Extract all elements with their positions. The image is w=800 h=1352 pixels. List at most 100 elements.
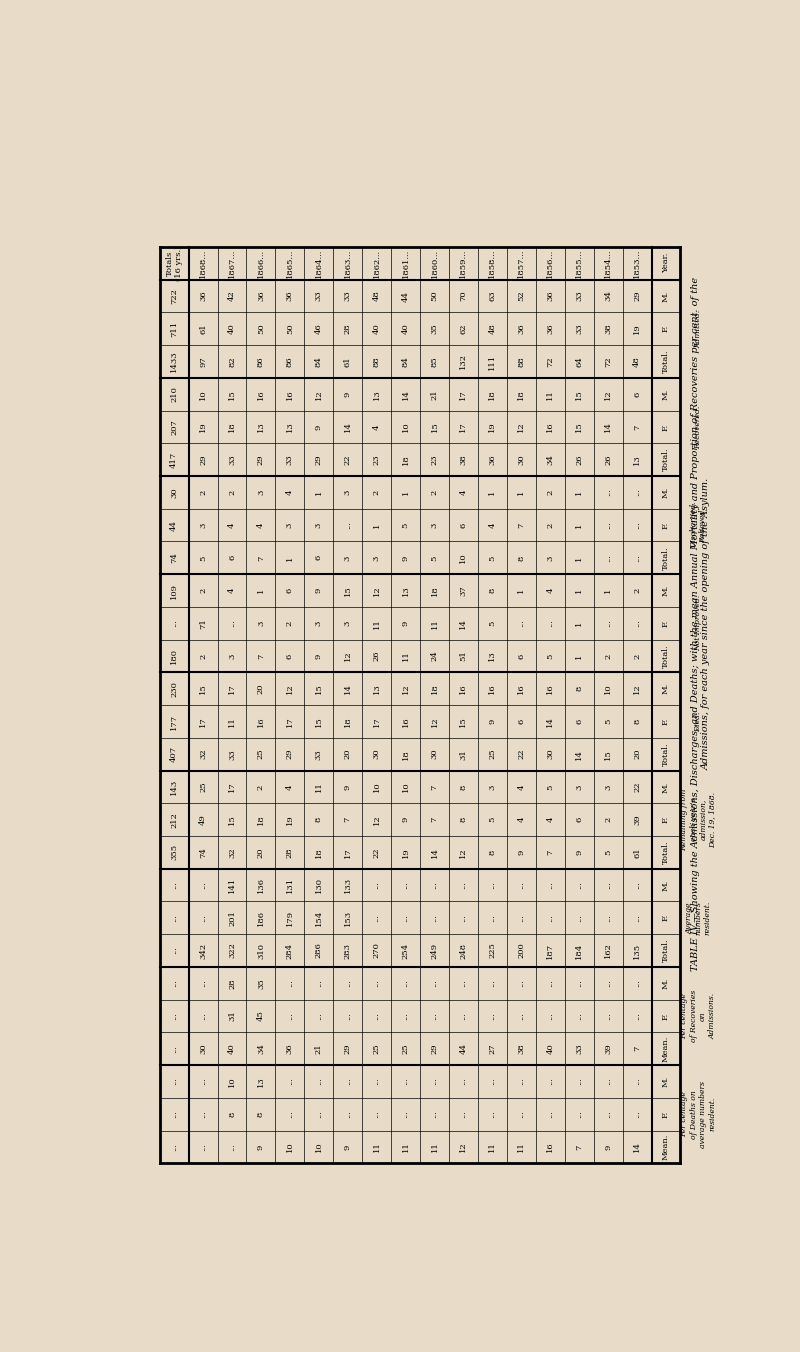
Text: ...: ... bbox=[170, 946, 178, 955]
Text: ...: ... bbox=[575, 979, 583, 987]
Text: 6: 6 bbox=[633, 392, 641, 397]
Text: 46: 46 bbox=[315, 323, 323, 334]
Text: 1433: 1433 bbox=[170, 350, 178, 372]
Text: 1855...: 1855... bbox=[575, 249, 583, 279]
Text: 25: 25 bbox=[257, 749, 265, 760]
Text: ...: ... bbox=[286, 979, 294, 987]
Text: 3: 3 bbox=[257, 621, 265, 626]
Text: Per centage
of Recoveries
on
Admissions.: Per centage of Recoveries on Admissions. bbox=[681, 990, 716, 1042]
Text: 84: 84 bbox=[402, 356, 410, 366]
Text: 44: 44 bbox=[402, 291, 410, 301]
Text: 52: 52 bbox=[518, 291, 526, 301]
Text: ...: ... bbox=[170, 914, 178, 922]
Text: 11: 11 bbox=[315, 781, 323, 792]
Text: 18: 18 bbox=[402, 749, 410, 760]
Text: 1: 1 bbox=[286, 556, 294, 561]
Text: 16: 16 bbox=[257, 717, 265, 727]
Text: 12: 12 bbox=[402, 683, 410, 694]
Text: 722: 722 bbox=[170, 288, 178, 304]
Text: 37: 37 bbox=[459, 585, 467, 596]
Text: ...: ... bbox=[286, 1110, 294, 1118]
Text: 135: 135 bbox=[633, 942, 641, 959]
Text: 230: 230 bbox=[170, 681, 178, 696]
Text: ...: ... bbox=[459, 882, 467, 890]
Text: TABLE IV.—Showing the Admissions, Discharges, and Deaths; with the mean Annual M: TABLE IV.—Showing the Admissions, Discha… bbox=[691, 277, 710, 971]
Text: ...: ... bbox=[373, 914, 381, 922]
Text: 3: 3 bbox=[546, 556, 554, 561]
Text: 20: 20 bbox=[257, 684, 265, 694]
Text: 36: 36 bbox=[199, 291, 207, 301]
Text: 38: 38 bbox=[518, 1044, 526, 1055]
Text: ...: ... bbox=[459, 979, 467, 987]
Text: 7: 7 bbox=[575, 1144, 583, 1149]
Text: 36: 36 bbox=[286, 1044, 294, 1055]
Text: 10: 10 bbox=[286, 1141, 294, 1152]
Text: ...: ... bbox=[604, 554, 612, 562]
Text: 11: 11 bbox=[430, 618, 438, 629]
Text: 19: 19 bbox=[489, 422, 497, 433]
Text: ...: ... bbox=[430, 1110, 438, 1118]
Text: ...: ... bbox=[604, 882, 612, 890]
Text: 5: 5 bbox=[546, 784, 554, 790]
Text: 86: 86 bbox=[286, 356, 294, 366]
Text: ...: ... bbox=[518, 914, 526, 922]
Text: 143: 143 bbox=[170, 779, 178, 795]
Text: 10: 10 bbox=[604, 683, 612, 694]
Text: 48: 48 bbox=[489, 323, 497, 334]
Text: 10: 10 bbox=[199, 389, 207, 399]
Text: M.: M. bbox=[662, 1076, 670, 1087]
Text: 4: 4 bbox=[518, 817, 526, 822]
Text: 12: 12 bbox=[373, 814, 381, 825]
Text: 17: 17 bbox=[286, 717, 294, 727]
Text: Recovered.: Recovered. bbox=[694, 406, 702, 449]
Text: 13: 13 bbox=[257, 1076, 265, 1087]
Text: ...: ... bbox=[633, 554, 641, 562]
Text: 3: 3 bbox=[373, 556, 381, 561]
Text: 1: 1 bbox=[518, 489, 526, 495]
Text: 342: 342 bbox=[199, 942, 207, 959]
Text: ...: ... bbox=[633, 521, 641, 529]
Text: 210: 210 bbox=[170, 387, 178, 402]
Text: 32: 32 bbox=[199, 749, 207, 760]
Text: 131: 131 bbox=[286, 877, 294, 894]
Text: 7: 7 bbox=[430, 784, 438, 790]
Text: 1866...: 1866... bbox=[257, 249, 265, 279]
Text: 45: 45 bbox=[257, 1010, 265, 1021]
Text: 3: 3 bbox=[228, 653, 236, 658]
Text: 86: 86 bbox=[257, 356, 265, 366]
Text: Total.: Total. bbox=[662, 448, 670, 472]
Text: ...: ... bbox=[489, 979, 497, 987]
Text: ...: ... bbox=[633, 619, 641, 627]
Text: 9: 9 bbox=[604, 1144, 612, 1149]
Text: 2: 2 bbox=[286, 621, 294, 626]
Text: 1853...: 1853... bbox=[633, 249, 641, 279]
Text: F.: F. bbox=[662, 718, 670, 725]
Text: 33: 33 bbox=[575, 1044, 583, 1055]
Text: 12: 12 bbox=[373, 585, 381, 596]
Text: 225: 225 bbox=[489, 942, 497, 959]
Text: 38: 38 bbox=[604, 323, 612, 334]
Text: 8: 8 bbox=[518, 556, 526, 561]
Text: 17: 17 bbox=[199, 717, 207, 727]
Text: ...: ... bbox=[459, 1110, 467, 1118]
Text: 30: 30 bbox=[373, 749, 381, 760]
Text: 74: 74 bbox=[170, 553, 178, 564]
Text: 70: 70 bbox=[459, 291, 467, 301]
Text: 283: 283 bbox=[344, 942, 352, 959]
Text: 7: 7 bbox=[257, 653, 265, 658]
Text: Not Improved.: Not Improved. bbox=[694, 595, 702, 652]
Text: 61: 61 bbox=[199, 323, 207, 334]
Text: 30: 30 bbox=[430, 749, 438, 760]
Text: 16: 16 bbox=[459, 683, 467, 694]
Text: ...: ... bbox=[402, 1110, 410, 1118]
Text: F.: F. bbox=[662, 522, 670, 529]
Text: ...: ... bbox=[546, 979, 554, 987]
Text: Total.: Total. bbox=[662, 350, 670, 373]
Text: 19: 19 bbox=[286, 814, 294, 825]
Text: 1861...: 1861... bbox=[402, 249, 410, 279]
Text: M.: M. bbox=[662, 879, 670, 891]
Text: 2: 2 bbox=[373, 489, 381, 495]
Text: 17: 17 bbox=[228, 781, 236, 792]
Text: 11: 11 bbox=[373, 618, 381, 629]
Text: 12: 12 bbox=[430, 717, 438, 727]
